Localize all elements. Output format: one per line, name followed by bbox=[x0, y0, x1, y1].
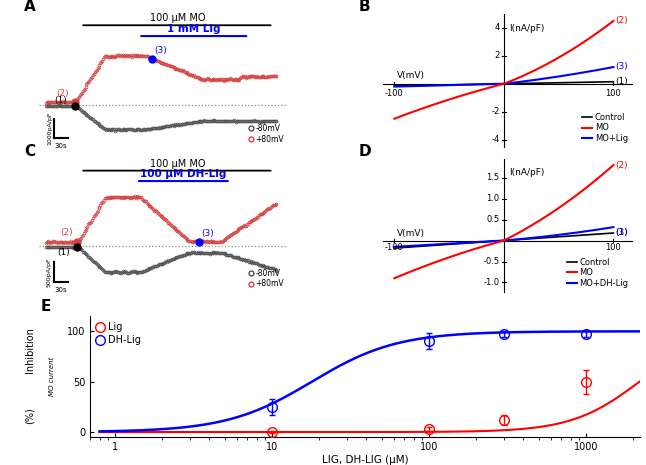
Text: V(mV): V(mV) bbox=[397, 229, 424, 238]
Text: 30s: 30s bbox=[54, 287, 67, 293]
Text: 1.0: 1.0 bbox=[486, 194, 499, 203]
Text: 100: 100 bbox=[605, 244, 621, 252]
Text: MO current: MO current bbox=[49, 357, 55, 396]
Legend: Lig, DH-Lig: Lig, DH-Lig bbox=[96, 321, 141, 346]
Text: (1): (1) bbox=[616, 228, 629, 237]
Text: B: B bbox=[359, 0, 370, 14]
Text: I(nA/pF): I(nA/pF) bbox=[509, 168, 545, 178]
Text: (1): (1) bbox=[54, 96, 67, 105]
Text: 100 μM DH-Lig: 100 μM DH-Lig bbox=[140, 169, 227, 179]
Text: 1.5: 1.5 bbox=[486, 173, 499, 182]
Text: (2): (2) bbox=[60, 228, 72, 238]
Text: (2): (2) bbox=[56, 89, 69, 98]
Text: 0.5: 0.5 bbox=[486, 215, 499, 224]
Text: 100: 100 bbox=[605, 89, 621, 99]
Text: 100 μM MO: 100 μM MO bbox=[150, 159, 205, 168]
Text: -100: -100 bbox=[385, 244, 404, 252]
Text: C: C bbox=[24, 144, 35, 159]
Text: (3): (3) bbox=[202, 228, 214, 238]
Text: 100 μM MO: 100 μM MO bbox=[150, 13, 205, 23]
Text: -100: -100 bbox=[385, 89, 404, 99]
Text: (2): (2) bbox=[616, 16, 628, 26]
Text: I(nA/pF): I(nA/pF) bbox=[509, 24, 545, 33]
Text: -1.0: -1.0 bbox=[483, 278, 499, 287]
Text: A: A bbox=[24, 0, 36, 14]
Text: (3): (3) bbox=[154, 46, 167, 54]
Legend: Control, MO, MO+Lig: Control, MO, MO+Lig bbox=[581, 112, 629, 144]
X-axis label: LIG, DH-LIG (μM): LIG, DH-LIG (μM) bbox=[322, 455, 408, 465]
Text: 1000pA/pF: 1000pA/pF bbox=[47, 112, 52, 145]
Text: -4: -4 bbox=[491, 135, 499, 144]
Legend: -80mV, +80mV: -80mV, +80mV bbox=[249, 268, 285, 289]
Text: (3): (3) bbox=[616, 228, 629, 238]
Text: 2: 2 bbox=[494, 51, 499, 60]
Text: (%): (%) bbox=[25, 407, 35, 424]
Text: 4: 4 bbox=[494, 23, 499, 33]
Text: 30s: 30s bbox=[54, 143, 67, 149]
Text: 500pA/pF: 500pA/pF bbox=[47, 257, 52, 287]
Text: V(mV): V(mV) bbox=[397, 71, 424, 80]
Text: -2: -2 bbox=[491, 107, 499, 116]
Text: (1): (1) bbox=[616, 77, 629, 86]
Text: (1): (1) bbox=[57, 248, 70, 258]
Text: 1 mM Lig: 1 mM Lig bbox=[167, 24, 220, 34]
Legend: Control, MO, MO+DH-Lig: Control, MO, MO+DH-Lig bbox=[566, 257, 629, 289]
Text: -0.5: -0.5 bbox=[483, 257, 499, 266]
Legend: -80mV, +80mV: -80mV, +80mV bbox=[249, 123, 285, 144]
Text: Inhibition: Inhibition bbox=[25, 327, 35, 373]
Text: (2): (2) bbox=[616, 160, 628, 170]
Text: D: D bbox=[359, 144, 371, 159]
Text: E: E bbox=[41, 299, 52, 314]
Text: (3): (3) bbox=[616, 62, 629, 71]
